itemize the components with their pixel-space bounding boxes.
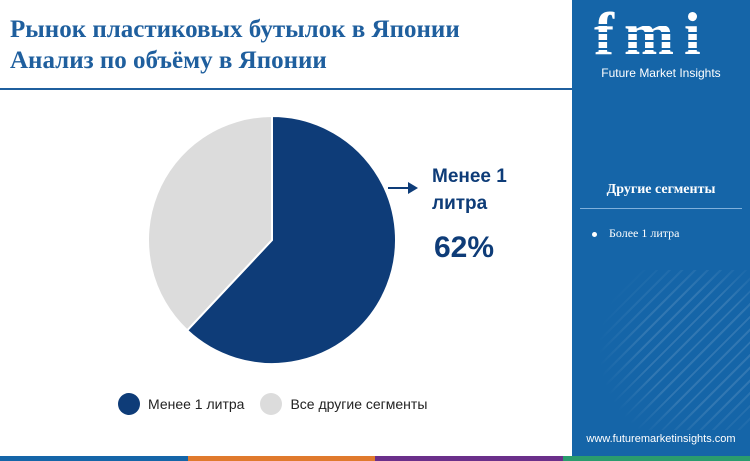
pie-slice-1 [185, 114, 397, 365]
callout-value: 62% [434, 231, 495, 264]
globe-watermark-icon [582, 270, 750, 430]
bottom-bar-segment-4 [562, 456, 750, 461]
bottom-bar-segment-1 [0, 456, 188, 461]
side-panel: fmi Future Market Insights Другие сегмен… [572, 0, 750, 461]
callout-label: Менее 1 литра [432, 166, 507, 214]
bottom-bar-segment-2 [187, 456, 375, 461]
legend-swatch-less-1-litre [118, 393, 140, 415]
title-line-1: Рынок пластиковых бутылок в Японии [10, 16, 460, 43]
bottom-color-bar [0, 456, 750, 461]
legend-swatch-other-segments [260, 393, 283, 415]
legend-item-other-segments: Все другие сегменты [260, 393, 427, 415]
chart-legend: Менее 1 литра Все другие сегменты [118, 393, 443, 415]
bullet-icon [592, 231, 597, 237]
callout-arrow [388, 182, 418, 194]
legend-item-less-1-litre: Менее 1 литра [118, 393, 244, 415]
panel-divider [580, 208, 742, 209]
title-line-2: Анализ по объёму в Японии [10, 47, 327, 74]
logo-caption: Future Market Insights [601, 66, 721, 80]
title-divider [0, 88, 572, 90]
fmi-logo: fmi Future Market Insights [572, 0, 750, 90]
legend-label-other-segments: Все другие сегменты [290, 396, 428, 412]
legend-label-less-1-litre: Менее 1 литра [148, 396, 245, 412]
panel-list-item: Более 1 литра [592, 226, 680, 241]
logo-stripes [592, 18, 732, 64]
bottom-bar-segment-3 [375, 456, 563, 461]
pie-chart [147, 114, 418, 365]
page-title: Рынок пластиковых бутылок в Японии Анали… [10, 14, 550, 76]
panel-list-item-label: Более 1 литра [609, 226, 680, 240]
other-segments-heading: Другие сегменты [606, 182, 716, 197]
pie-slice-2 [147, 114, 273, 332]
website-link[interactable]: www.futuremarketinsights.com [586, 433, 736, 445]
